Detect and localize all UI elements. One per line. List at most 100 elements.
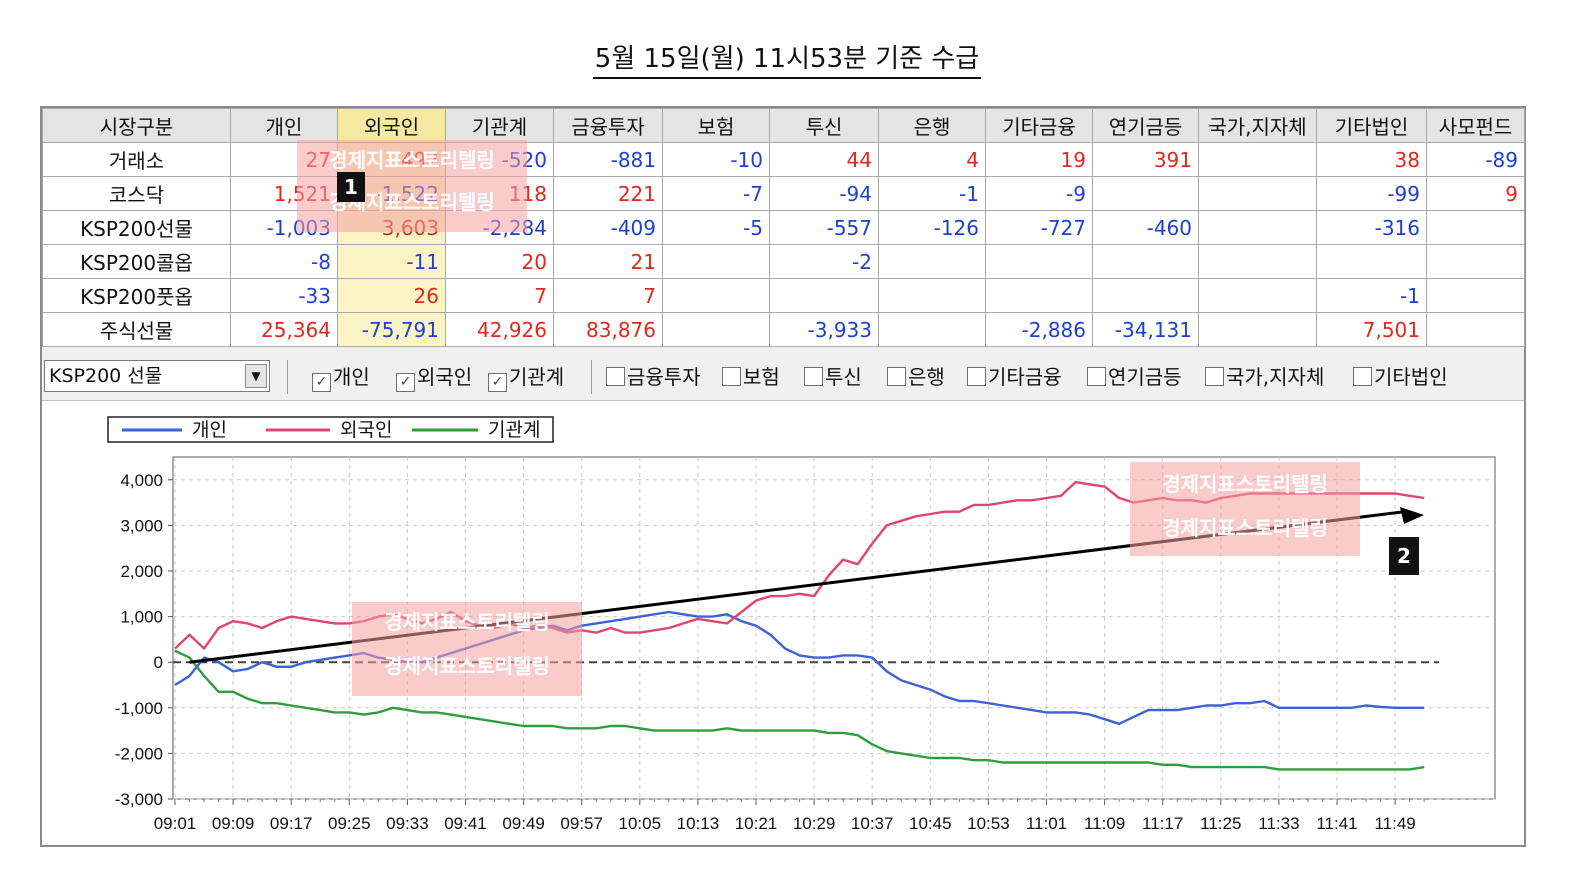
- table-cell: -34,131: [1092, 312, 1199, 347]
- table-cell: -9: [985, 176, 1093, 211]
- table-cell: -11: [337, 244, 446, 279]
- column-header[interactable]: 외국인: [337, 108, 446, 143]
- column-header[interactable]: 개인: [230, 108, 338, 143]
- table-cell: -727: [985, 210, 1093, 245]
- series-checkbox[interactable]: 금융투자: [606, 364, 701, 390]
- table-row: KSP200풋옵 -33 26 7 7 -1: [42, 278, 1525, 313]
- table-cell: 221: [553, 176, 663, 211]
- legend-label: 개인: [192, 419, 227, 441]
- checkbox-empty-icon[interactable]: [804, 367, 823, 386]
- column-header[interactable]: 국가,지자체: [1198, 108, 1317, 143]
- column-header[interactable]: 연기금등: [1092, 108, 1199, 143]
- column-header[interactable]: 시장구분: [42, 108, 231, 143]
- column-header[interactable]: 금융투자: [553, 108, 663, 143]
- legend-label: 기관계: [488, 419, 540, 441]
- y-tick-label: 0: [154, 653, 163, 672]
- checkbox-empty-icon[interactable]: [1205, 367, 1224, 386]
- table-cell: -5: [662, 210, 770, 245]
- row-label: KSP200선물: [42, 210, 231, 245]
- table-cell: [1092, 176, 1199, 211]
- series-checkbox[interactable]: ✓ 외국인: [396, 364, 472, 392]
- checkbox-empty-icon[interactable]: [606, 367, 625, 386]
- table-cell: -3,933: [769, 312, 879, 347]
- table-cell: [878, 312, 986, 347]
- x-tick-label: 11:25: [1200, 814, 1241, 833]
- column-header[interactable]: 기타법인: [1316, 108, 1427, 143]
- x-tick-label: 10:53: [967, 814, 1010, 833]
- flow-line-chart: 4,000 3,000 2,000 1,000 0 -1,000 -2,000 -3,000 0…: [107, 416, 1496, 833]
- table-cell: [769, 278, 879, 313]
- checkbox-checked-icon[interactable]: ✓: [396, 373, 415, 392]
- table-cell: -2: [769, 244, 879, 279]
- series-checkbox[interactable]: 기타법인: [1353, 364, 1448, 390]
- series-checkbox[interactable]: 보험: [722, 364, 780, 390]
- series-checkbox[interactable]: ✓ 개인: [312, 364, 370, 392]
- row-label: 주식선물: [42, 312, 231, 347]
- series-checkbox[interactable]: 투신: [804, 364, 862, 390]
- x-tick-label: 10:21: [735, 814, 778, 833]
- checkbox-empty-icon[interactable]: [887, 367, 906, 386]
- series-checkbox[interactable]: 국가,지자체: [1205, 364, 1324, 390]
- separator: [287, 360, 288, 394]
- market-select[interactable]: KSP200 선물 ▼: [44, 360, 270, 392]
- table-row: KSP200선물-1,0033,603-2,284-409-5-557-126-…: [42, 210, 1525, 245]
- checkbox-label: 기타법인: [1374, 365, 1448, 389]
- x-tick-label: 10:45: [909, 814, 952, 833]
- checkbox-empty-icon[interactable]: [1087, 367, 1106, 386]
- checkbox-label: 투신: [825, 365, 862, 389]
- table-cell: 7,501: [1316, 312, 1427, 347]
- series-checkbox[interactable]: 연기금등: [1087, 364, 1182, 390]
- checkbox-empty-icon[interactable]: [967, 367, 986, 386]
- column-header[interactable]: 보험: [662, 108, 770, 143]
- column-header[interactable]: 기타금융: [985, 108, 1093, 143]
- market-select-value: KSP200 선물: [49, 365, 163, 387]
- annotation-badge: 2: [1389, 537, 1419, 575]
- table-cell: -10: [662, 142, 770, 177]
- legend-label: 외국인: [340, 419, 392, 441]
- table-cell: 21: [553, 244, 663, 279]
- y-tick-label: -1,000: [115, 699, 163, 718]
- series-checkbox[interactable]: 기타금융: [967, 364, 1062, 390]
- series-checkbox[interactable]: ✓ 기관계: [488, 364, 564, 392]
- table-cell: [878, 244, 986, 279]
- series-control-bar: KSP200 선물 ▼ ✓ 개인 ✓ 외국인 ✓ 기관계 금융투자 보험 투신 은행 기타금융 연기금…: [42, 354, 1524, 401]
- y-tick-label: 3,000: [120, 516, 163, 535]
- checkbox-checked-icon[interactable]: ✓: [312, 373, 331, 392]
- column-header[interactable]: 사모펀드: [1426, 108, 1525, 143]
- x-tick-label: 10:05: [619, 814, 662, 833]
- column-header[interactable]: 은행: [878, 108, 986, 143]
- series-checkbox[interactable]: 은행: [887, 364, 945, 390]
- table-cell: [878, 278, 986, 313]
- annotation-badge: 1: [337, 172, 365, 202]
- checkbox-empty-icon[interactable]: [1353, 367, 1372, 386]
- x-tick-label: 09:41: [444, 814, 487, 833]
- x-tick-label: 11:41: [1316, 814, 1357, 833]
- column-header[interactable]: 투신: [769, 108, 879, 143]
- table-cell: [1198, 210, 1317, 245]
- table-cell: [1092, 278, 1199, 313]
- table-cell: -94: [769, 176, 879, 211]
- checkbox-checked-icon[interactable]: ✓: [488, 373, 507, 392]
- x-tick-label: 09:33: [386, 814, 429, 833]
- table-cell: 7: [445, 278, 554, 313]
- x-tick-label: 10:37: [851, 814, 894, 833]
- table-cell: [1426, 278, 1525, 313]
- x-tick-label: 11:09: [1084, 814, 1125, 833]
- table-cell: 19: [985, 142, 1093, 177]
- table-cell: -557: [769, 210, 879, 245]
- page-title: 5월 15일(월) 11시53분 기준 수급: [0, 38, 1574, 79]
- table-cell: [985, 244, 1093, 279]
- table-cell: 83,876: [553, 312, 663, 347]
- table-cell: [1198, 142, 1317, 177]
- checkbox-label: 금융투자: [627, 365, 701, 389]
- column-header[interactable]: 기관계: [445, 108, 554, 143]
- y-tick-label: 1,000: [120, 608, 163, 627]
- table-cell: -126: [878, 210, 986, 245]
- x-tick-label: 09:49: [502, 814, 545, 833]
- checkbox-empty-icon[interactable]: [722, 367, 741, 386]
- x-tick-label: 10:13: [677, 814, 720, 833]
- investor-flow-table: 시장구분 개인 외국인 기관계 금융투자 보험 투신 은행 기타금융 연기금등 국가,지자체 기타법인…: [42, 108, 1525, 347]
- dropdown-arrow-icon[interactable]: ▼: [245, 364, 267, 388]
